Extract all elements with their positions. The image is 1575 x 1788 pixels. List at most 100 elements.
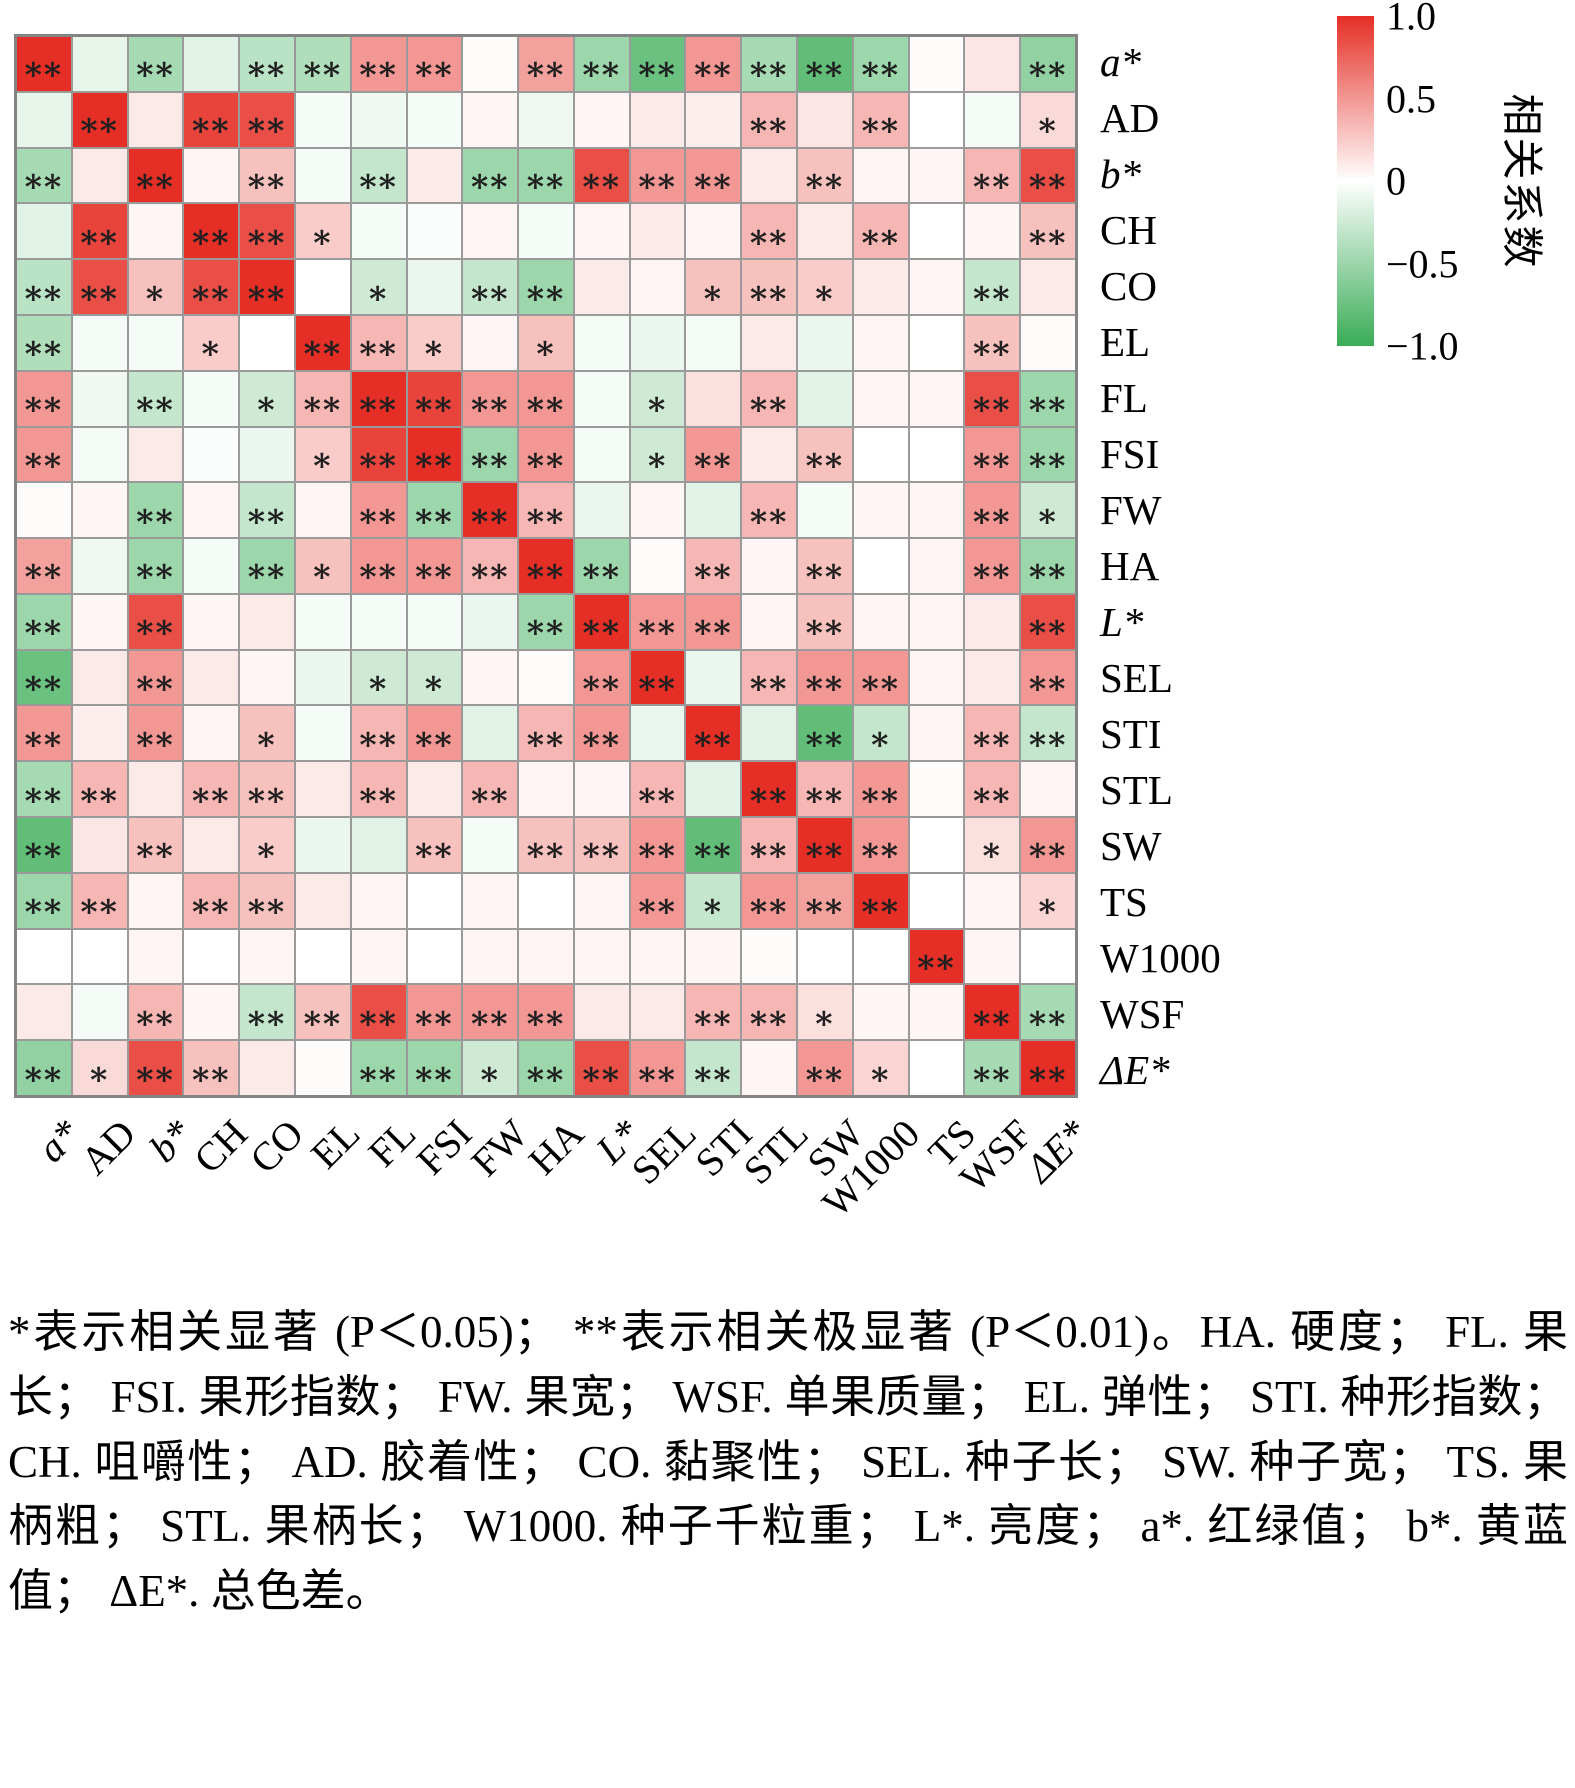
correlation-heatmap-grid: ** ** ** ** ** ** ** ** ** ** ** ** ** ** ** ** ** ** ** * *… <box>14 34 1078 1098</box>
row-label: W1000 <box>1100 935 1221 981</box>
heatmap-cell: ** <box>742 37 797 91</box>
significance-stars: ** <box>749 780 789 817</box>
heatmap-cell <box>630 204 685 259</box>
significance-stars: ** <box>749 501 789 538</box>
heatmap-cell: * <box>407 650 462 705</box>
significance-stars: * <box>982 836 1002 872</box>
heatmap-cell: * <box>295 539 350 593</box>
heatmap-cell: ** <box>798 762 852 817</box>
heatmap-cell <box>295 483 350 538</box>
heatmap-cell: * <box>128 260 183 314</box>
significance-stars: * <box>313 445 333 482</box>
heatmap-cell <box>574 260 629 314</box>
significance-stars: ** <box>582 613 622 649</box>
heatmap-cell <box>853 929 908 984</box>
heatmap-cell: ** <box>1021 1041 1075 1095</box>
significance-stars: * <box>647 390 668 426</box>
significance-stars: ** <box>694 836 733 872</box>
heatmap-cell <box>17 929 71 984</box>
heatmap-cell: ** <box>351 37 406 91</box>
heatmap-cell: ** <box>1021 148 1075 203</box>
heatmap-cell: ** <box>17 37 71 91</box>
heatmap-cell <box>909 594 964 649</box>
significance-stars: ** <box>973 278 1012 314</box>
significance-stars: * <box>257 836 277 872</box>
significance-stars: ** <box>805 1059 845 1095</box>
heatmap-cell <box>72 650 127 705</box>
heatmap-cell: ** <box>630 818 685 872</box>
significance-stars: ** <box>359 724 398 761</box>
significance-stars: ** <box>694 557 733 593</box>
heatmap-cell <box>686 204 741 259</box>
heatmap-cell <box>909 762 964 817</box>
heatmap-cell <box>184 539 239 593</box>
significance-stars: ** <box>24 557 64 593</box>
heatmap-cell: ** <box>574 1041 629 1095</box>
significance-stars: ** <box>1028 836 1068 872</box>
row-label: TS <box>1100 879 1148 925</box>
significance-stars: ** <box>303 55 343 91</box>
heatmap-cell <box>463 315 518 370</box>
heatmap-cell <box>463 37 518 91</box>
heatmap-cell: ** <box>742 483 797 538</box>
heatmap-cell <box>128 92 183 147</box>
heatmap-cell <box>295 762 350 817</box>
significance-stars: ** <box>526 445 566 482</box>
significance-stars: ** <box>749 111 789 147</box>
heatmap-cell: ** <box>128 483 183 538</box>
significance-stars: ** <box>1028 55 1068 91</box>
heatmap-cell <box>909 539 964 593</box>
heatmap-cell <box>909 818 964 872</box>
significance-stars: ** <box>24 780 64 817</box>
heatmap-cell: ** <box>742 92 797 147</box>
heatmap-cell: * <box>798 985 852 1040</box>
heatmap-cell <box>798 92 852 147</box>
heatmap-cell: ** <box>965 260 1020 314</box>
heatmap-cell <box>853 539 908 593</box>
heatmap-cell: ** <box>17 706 71 761</box>
heatmap-cell: ** <box>519 706 573 761</box>
heatmap-cell: ** <box>965 427 1020 482</box>
heatmap-cell <box>909 1041 964 1095</box>
row-label: ΔE* <box>1100 1047 1170 1093</box>
heatmap-cell <box>463 706 518 761</box>
heatmap-cell <box>965 594 1020 649</box>
significance-stars: ** <box>861 892 900 928</box>
significance-stars: ** <box>1028 445 1068 482</box>
significance-stars: * <box>703 892 723 928</box>
significance-stars: ** <box>470 390 510 426</box>
colorbar-title-wrap: 相关系数 <box>1475 16 1575 346</box>
significance-stars: ** <box>582 166 622 203</box>
heatmap-cell <box>965 650 1020 705</box>
significance-stars: ** <box>415 445 454 482</box>
significance-stars: ** <box>359 55 398 91</box>
heatmap-cell: ** <box>965 706 1020 761</box>
heatmap-cell <box>72 706 127 761</box>
heatmap-cell <box>853 985 908 1040</box>
heatmap-cell <box>463 650 518 705</box>
heatmap-cell: ** <box>853 204 908 259</box>
heatmap-cell: ** <box>407 427 462 482</box>
heatmap-cell: ** <box>463 762 518 817</box>
significance-stars: ** <box>359 1003 398 1040</box>
heatmap-cell <box>463 873 518 928</box>
heatmap-cell: ** <box>72 873 127 928</box>
heatmap-cell <box>519 650 573 705</box>
heatmap-cell: ** <box>965 483 1020 538</box>
row-label: FW <box>1100 487 1162 533</box>
significance-stars: * <box>647 445 668 482</box>
significance-stars: ** <box>247 557 287 593</box>
heatmap-cell <box>72 427 127 482</box>
heatmap-cell <box>742 148 797 203</box>
heatmap-cell <box>407 594 462 649</box>
heatmap-cell: ** <box>965 371 1020 426</box>
significance-stars: ** <box>80 892 119 928</box>
heatmap-cell: ** <box>17 762 71 817</box>
heatmap-cell: * <box>295 427 350 482</box>
heatmap-cell <box>184 427 239 482</box>
heatmap-cell: ** <box>351 539 406 593</box>
significance-stars: ** <box>24 390 64 426</box>
heatmap-cell: ** <box>630 873 685 928</box>
significance-stars: ** <box>192 111 231 147</box>
heatmap-cell <box>407 929 462 984</box>
